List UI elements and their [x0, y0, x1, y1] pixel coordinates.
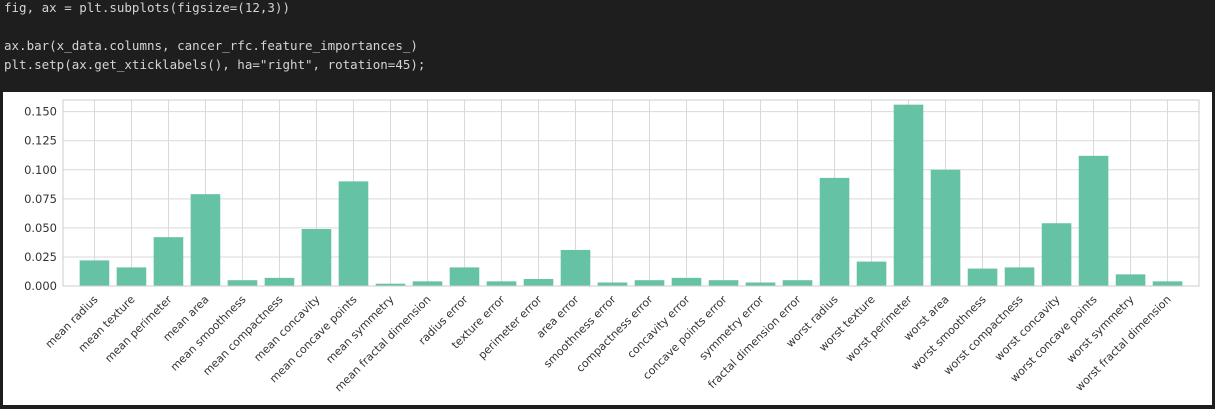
code-cell[interactable]: fig, ax = plt.subplots(figsize=(12,3)) a…: [0, 0, 1215, 86]
x-tick-label: worst symmetry: [1064, 293, 1137, 366]
bar: [708, 280, 739, 286]
x-tick-label: worst concavity: [992, 293, 1063, 364]
output-area: 0.000 0.025 0.050 0.075 0.100 0.125 0.150 mean …: [0, 88, 1215, 406]
bar: [560, 249, 591, 286]
x-tick-label: perimeter error: [476, 293, 545, 362]
bar: [116, 267, 147, 286]
bar: [227, 280, 258, 286]
bar: [449, 267, 480, 286]
bar: [190, 194, 221, 286]
bar: [486, 281, 517, 286]
x-tick-label: concavity error: [625, 293, 693, 361]
bar: [264, 277, 295, 286]
bar: [819, 177, 850, 286]
bar: [893, 104, 924, 287]
bar: [523, 279, 554, 286]
bar: [1078, 155, 1109, 286]
bar: [412, 281, 443, 286]
bar: [856, 261, 887, 286]
y-tick-label: 0.150: [24, 105, 57, 119]
bar: [1152, 281, 1183, 286]
axes: [62, 99, 1200, 287]
grid: [63, 100, 1199, 287]
bars: [79, 104, 1183, 287]
y-tick-label: 0.025: [24, 250, 57, 264]
axes-frame: [62, 99, 1200, 287]
x-tick-label: symmetry error: [697, 293, 767, 363]
bar: [671, 277, 702, 286]
code-line-3: ax.bar(x_data.columns, cancer_rfc.featur…: [4, 38, 418, 53]
bar: [1115, 274, 1146, 286]
bar: [301, 229, 332, 286]
chart-output: 0.000 0.025 0.050 0.075 0.100 0.125 0.150 mean …: [3, 92, 1212, 405]
bar: [634, 280, 665, 286]
x-tick-label: worst perimeter: [843, 293, 915, 365]
bar: [1004, 267, 1035, 286]
y-tick-label: 0.125: [24, 134, 57, 148]
bar: [745, 282, 776, 286]
bar: [153, 237, 184, 286]
code-line-4: plt.setp(ax.get_xticklabels(), ha="right…: [4, 57, 426, 72]
code-line-1: fig, ax = plt.subplots(figsize=(12,3)): [4, 0, 290, 15]
bar: [967, 268, 998, 286]
y-tick-label: 0.100: [24, 163, 57, 177]
x-tick-label: mean perimeter: [102, 293, 175, 366]
bar: [375, 283, 406, 286]
bar: [338, 181, 369, 286]
bar: [782, 280, 813, 286]
bar-chart: 0.000 0.025 0.050 0.075 0.100 0.125 0.150 mean …: [24, 99, 1200, 394]
x-tick-label: mean concavity: [251, 293, 322, 364]
y-tick-label: 0.075: [24, 192, 57, 206]
bar: [597, 282, 628, 286]
x-tick-label: mean symmetry: [323, 293, 397, 367]
bar: [79, 260, 110, 286]
y-tick-label: 0.000: [24, 279, 57, 293]
bar: [930, 169, 961, 286]
bar: [1041, 223, 1072, 286]
y-tick-label: 0.050: [24, 221, 57, 235]
